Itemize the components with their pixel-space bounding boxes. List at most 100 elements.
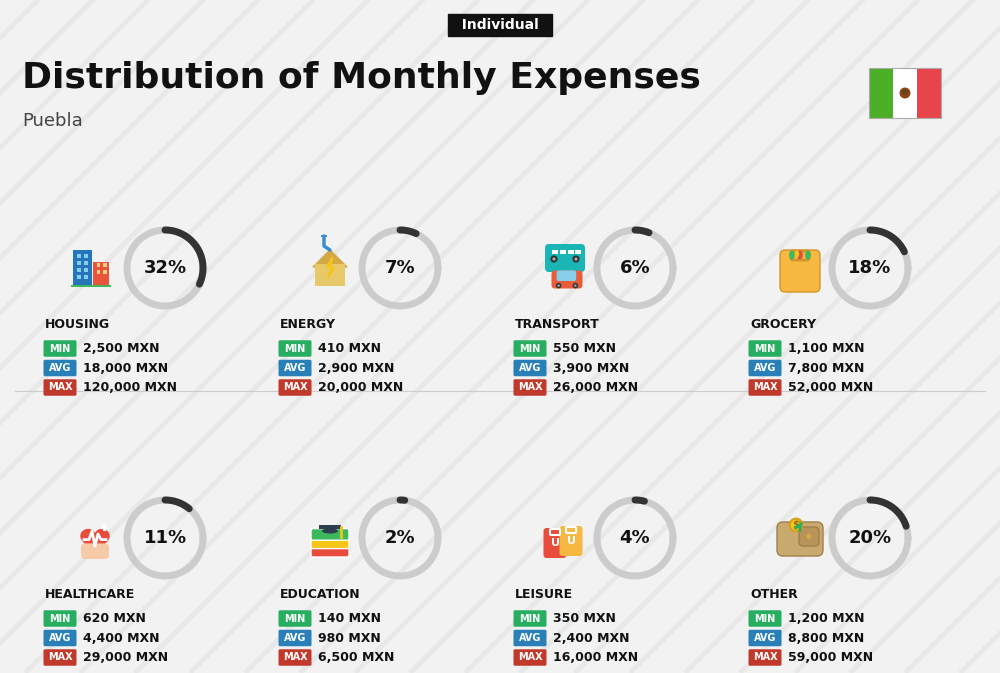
Text: 16,000 MXN: 16,000 MXN <box>553 651 638 664</box>
FancyBboxPatch shape <box>748 630 782 646</box>
FancyBboxPatch shape <box>748 610 782 627</box>
FancyBboxPatch shape <box>514 649 547 666</box>
FancyBboxPatch shape <box>748 360 782 376</box>
Circle shape <box>552 257 556 260</box>
Ellipse shape <box>795 250 799 258</box>
Bar <box>560 250 566 254</box>
Bar <box>97 263 100 267</box>
Text: 7,800 MXN: 7,800 MXN <box>788 361 864 374</box>
Text: 410 MXN: 410 MXN <box>318 342 381 355</box>
Text: 3,900 MXN: 3,900 MXN <box>553 361 629 374</box>
Text: EDUCATION: EDUCATION <box>280 588 361 600</box>
Ellipse shape <box>797 250 803 260</box>
FancyBboxPatch shape <box>278 341 312 357</box>
Text: U: U <box>566 536 576 546</box>
Bar <box>315 264 345 286</box>
Text: 20%: 20% <box>848 529 892 547</box>
FancyBboxPatch shape <box>44 649 76 666</box>
Text: MAX: MAX <box>283 653 307 662</box>
Bar <box>917 68 941 118</box>
Bar <box>321 236 327 237</box>
Text: 20,000 MXN: 20,000 MXN <box>318 381 403 394</box>
FancyBboxPatch shape <box>311 528 349 540</box>
Bar <box>73 250 92 286</box>
Text: 1,100 MXN: 1,100 MXN <box>788 342 864 355</box>
Bar <box>77 275 81 279</box>
Bar <box>71 285 111 287</box>
Text: MAX: MAX <box>518 382 542 392</box>
Bar <box>84 254 88 258</box>
FancyBboxPatch shape <box>514 341 547 357</box>
Text: Distribution of Monthly Expenses: Distribution of Monthly Expenses <box>22 61 701 95</box>
Text: AVG: AVG <box>519 633 541 643</box>
Text: 120,000 MXN: 120,000 MXN <box>83 381 177 394</box>
Text: 18%: 18% <box>848 259 892 277</box>
Ellipse shape <box>322 528 338 534</box>
FancyBboxPatch shape <box>799 527 819 546</box>
Text: $: $ <box>792 520 800 530</box>
Text: 2%: 2% <box>385 529 415 547</box>
Bar <box>77 260 81 265</box>
Bar <box>893 68 917 118</box>
Text: HEALTHCARE: HEALTHCARE <box>45 588 135 600</box>
Circle shape <box>550 255 558 262</box>
Bar <box>103 524 106 532</box>
FancyBboxPatch shape <box>278 360 312 376</box>
Circle shape <box>556 283 561 289</box>
Text: MIN: MIN <box>754 343 776 353</box>
Bar <box>869 68 893 118</box>
Text: AVG: AVG <box>49 363 71 373</box>
Polygon shape <box>81 530 109 553</box>
FancyBboxPatch shape <box>44 630 76 646</box>
FancyBboxPatch shape <box>514 380 547 396</box>
FancyBboxPatch shape <box>552 271 582 289</box>
Ellipse shape <box>789 250 795 260</box>
Text: MIN: MIN <box>519 343 541 353</box>
Text: MAX: MAX <box>283 382 307 392</box>
Bar <box>97 271 100 274</box>
Polygon shape <box>313 250 347 267</box>
Bar <box>552 250 558 254</box>
Bar <box>103 271 107 274</box>
Text: GROCERY: GROCERY <box>750 318 816 330</box>
Text: LEISURE: LEISURE <box>515 588 573 600</box>
Text: 7%: 7% <box>385 259 415 277</box>
Text: 8,800 MXN: 8,800 MXN <box>788 631 864 645</box>
FancyBboxPatch shape <box>278 610 312 627</box>
Text: MIN: MIN <box>49 343 71 353</box>
FancyBboxPatch shape <box>278 380 312 396</box>
Bar <box>84 275 88 279</box>
Bar <box>101 526 107 529</box>
Text: 59,000 MXN: 59,000 MXN <box>788 651 873 664</box>
FancyBboxPatch shape <box>278 630 312 646</box>
FancyBboxPatch shape <box>514 360 547 376</box>
Text: AVG: AVG <box>754 633 776 643</box>
Text: U: U <box>551 538 560 548</box>
Text: 29,000 MXN: 29,000 MXN <box>83 651 168 664</box>
Ellipse shape <box>805 250 811 260</box>
Bar <box>575 250 581 254</box>
Text: Puebla: Puebla <box>22 112 83 130</box>
FancyBboxPatch shape <box>44 610 76 627</box>
Bar <box>77 268 81 272</box>
Bar <box>84 268 88 272</box>
FancyBboxPatch shape <box>514 630 547 646</box>
Circle shape <box>574 285 577 287</box>
Text: 52,000 MXN: 52,000 MXN <box>788 381 873 394</box>
FancyBboxPatch shape <box>81 543 109 559</box>
Text: MAX: MAX <box>48 653 72 662</box>
FancyBboxPatch shape <box>44 341 76 357</box>
FancyBboxPatch shape <box>780 250 820 292</box>
Bar <box>869 68 941 118</box>
Text: Individual: Individual <box>452 18 548 32</box>
Circle shape <box>572 255 580 262</box>
Text: AVG: AVG <box>49 633 71 643</box>
Text: 2,500 MXN: 2,500 MXN <box>83 342 160 355</box>
FancyBboxPatch shape <box>311 545 349 557</box>
Text: MAX: MAX <box>753 382 777 392</box>
Text: 350 MXN: 350 MXN <box>553 612 616 625</box>
Text: 2,400 MXN: 2,400 MXN <box>553 631 630 645</box>
Circle shape <box>574 257 578 260</box>
Text: MIN: MIN <box>49 614 71 623</box>
Bar <box>319 525 341 529</box>
